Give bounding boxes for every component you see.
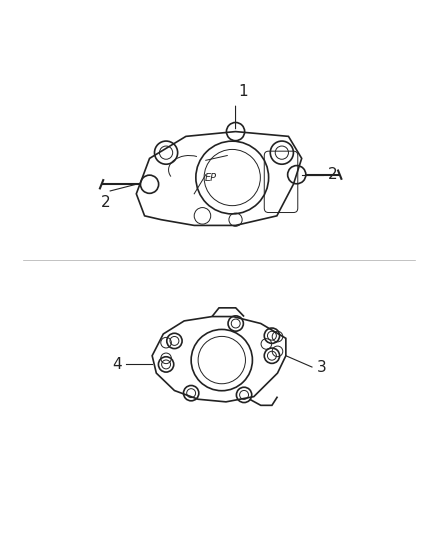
Text: 1: 1 (238, 84, 248, 99)
Text: EP: EP (205, 173, 217, 182)
Text: 4: 4 (112, 357, 122, 372)
Text: 2: 2 (328, 167, 337, 182)
Text: 3: 3 (316, 360, 326, 375)
Text: 2: 2 (101, 195, 111, 211)
